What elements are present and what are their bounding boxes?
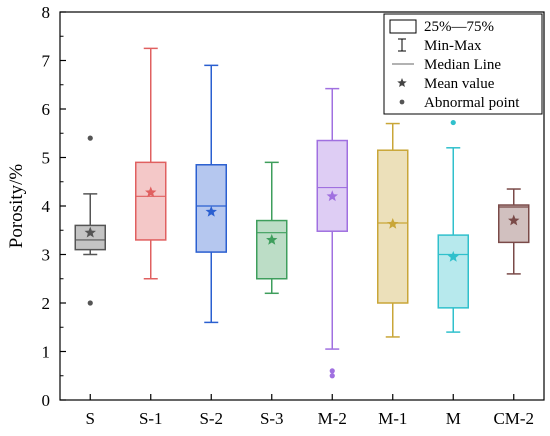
- iqr-box-s-3: [256, 219, 288, 280]
- legend-box-icon: [389, 19, 417, 34]
- x-tick-label: M-2: [318, 409, 347, 428]
- y-tick-label: 7: [42, 52, 51, 71]
- x-tick-label: S-2: [199, 409, 223, 428]
- mean-marker-m-1: [387, 217, 399, 229]
- box-m-2: [316, 87, 348, 379]
- outlier-point-s: [87, 300, 93, 306]
- box-s-3: [256, 161, 288, 295]
- legend: 25%—75% Min-Max Median Line Mean value Abnor…: [383, 13, 543, 115]
- mean-marker-s: [84, 226, 96, 238]
- y-tick-label: 2: [42, 294, 51, 313]
- axis-layer: 0 1 2 3 4 5 6 7 8 S S-1 S-2 S-3 M-2 M-1 M CM-2 Porosity/%: [6, 3, 545, 428]
- iqr-box-cm-2: [498, 204, 530, 244]
- x-tick-label: CM-2: [493, 409, 534, 428]
- outlier-point-m: [450, 119, 456, 126]
- legend-range-label: Min-Max: [424, 38, 482, 54]
- legend-median-label: Median Line: [424, 57, 501, 73]
- box-m: [437, 119, 469, 333]
- legend-outlier-icon: [399, 99, 405, 105]
- y-tick-label: 4: [42, 197, 51, 216]
- x-tick-label: M-1: [378, 409, 407, 428]
- mean-marker-s-2: [205, 205, 217, 217]
- mean-marker-m: [447, 250, 459, 262]
- box-s-2: [195, 64, 227, 324]
- mean-marker-m-2: [326, 190, 338, 202]
- legend-box-label: 25%—75%: [424, 19, 494, 35]
- x-tick-label: S-1: [139, 409, 163, 428]
- y-tick-label: 0: [42, 391, 51, 410]
- box-cm-2: [498, 188, 530, 275]
- box-s: [74, 135, 106, 306]
- iqr-box-m-1: [377, 149, 409, 304]
- plot-layer: [74, 47, 530, 379]
- legend-mean-icon: [397, 78, 407, 88]
- iqr-box-s-1: [135, 161, 167, 241]
- x-tick-label: M: [446, 409, 461, 428]
- mean-marker-s-1: [145, 186, 157, 198]
- y-tick-label: 1: [42, 343, 51, 362]
- box-s-1: [135, 47, 167, 280]
- outlier-point-s: [87, 135, 93, 141]
- y-tick-label: 3: [42, 246, 51, 265]
- mean-marker-s-3: [266, 233, 278, 245]
- legend-outlier-label: Abnormal point: [424, 95, 520, 111]
- mean-marker-cm-2: [508, 214, 520, 226]
- x-tick-label: S: [86, 409, 95, 428]
- y-axis-title: Porosity/%: [6, 164, 27, 249]
- y-tick-label: 5: [42, 149, 51, 168]
- y-tick-label: 8: [42, 3, 51, 22]
- iqr-box-m-2: [316, 139, 348, 232]
- outlier-point-m-2: [329, 368, 335, 374]
- x-tick-label: S-3: [260, 409, 284, 428]
- box-m-1: [377, 122, 409, 338]
- legend-mean-label: Mean value: [424, 76, 495, 92]
- outlier-point-m-2: [329, 373, 335, 379]
- y-tick-label: 6: [42, 100, 51, 119]
- iqr-box-m: [437, 234, 469, 309]
